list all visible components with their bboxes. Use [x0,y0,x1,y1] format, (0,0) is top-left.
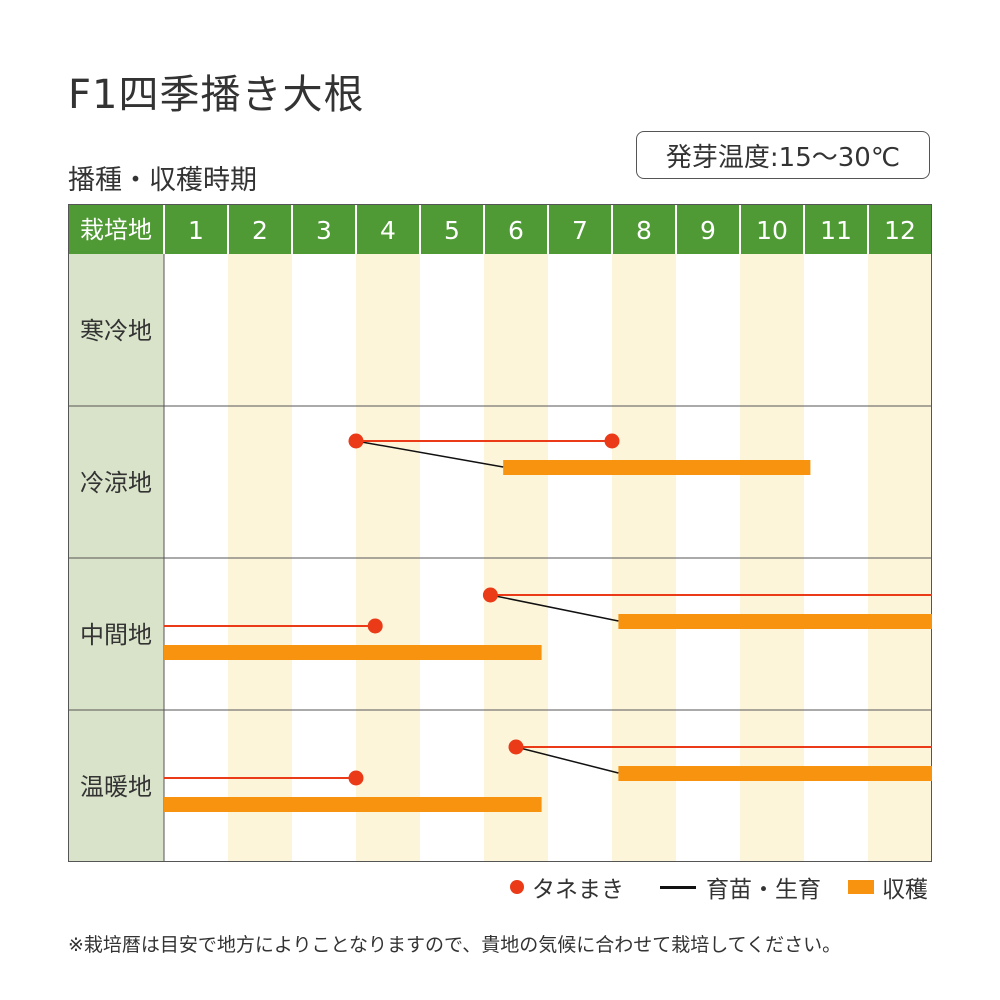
germination-temperature-text: 発芽温度:15～30℃ [665,142,901,173]
region-label: 中間地 [80,621,152,649]
month-label-5: 5 [444,216,460,245]
harvest-bar [618,614,932,629]
growing-line [515,746,619,774]
header-band [68,204,932,254]
growing-line [490,594,619,622]
month-label-3: 3 [316,216,332,245]
growing-line-icon [660,885,696,889]
sowing-dot-icon [510,880,524,894]
germination-temperature-badge: 発芽温度:15～30℃ [636,131,930,179]
legend-label-growing: 育苗・生育 [706,877,821,903]
legend-item-growing: 育苗・生育 [660,870,821,904]
sowing-dot [508,739,524,755]
legend-item-sowing: タネまき [510,870,624,904]
month-label-1: 1 [188,216,204,245]
chart-border [68,204,932,862]
month-label-9: 9 [700,216,716,245]
region-label: 温暖地 [80,773,152,801]
sowing-dot [604,433,620,449]
month-label-10: 10 [756,216,788,245]
region-label: 冷涼地 [80,469,152,497]
harvest-bar [618,766,932,781]
sowing-dot [348,433,364,449]
sowing-dot [367,618,383,634]
harvest-bar [164,645,542,660]
month-label-7: 7 [572,216,588,245]
month-label-4: 4 [380,216,396,245]
header-label-region: 栽培地 [80,216,152,244]
region-label: 寒冷地 [80,317,152,345]
month-label-12: 12 [884,216,916,245]
chart-subtitle: 播種・収穫時期 [68,165,257,196]
legend-item-harvest: 収穫 [848,870,928,904]
legend: タネまき 育苗・生育 収穫 [510,870,950,904]
harvest-bar-icon [848,880,874,894]
month-label-11: 11 [820,216,852,245]
sowing-dot [482,587,498,603]
legend-label-harvest: 収穫 [882,877,928,903]
month-label-6: 6 [508,216,524,245]
harvest-bar [164,797,542,812]
month-label-8: 8 [636,216,652,245]
harvest-bar [503,460,811,475]
legend-label-sowing: タネまき [532,877,624,903]
sowing-dot [348,770,364,786]
growing-line [355,440,504,468]
footnote: ※栽培暦は目安で地方によりことなりますので、貴地の気候に合わせて栽培してください… [68,934,842,956]
page-title: F1四季播き大根 [68,72,365,118]
month-label-2: 2 [252,216,268,245]
